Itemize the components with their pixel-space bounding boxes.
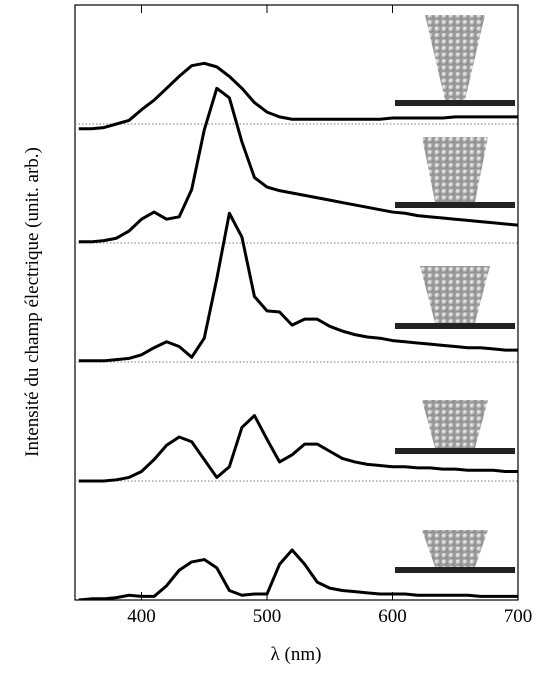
substrate bbox=[395, 323, 515, 329]
substrate bbox=[395, 202, 515, 208]
nanostructure bbox=[422, 137, 488, 202]
plot-frame bbox=[74, 4, 519, 601]
nanostructure bbox=[420, 266, 490, 323]
nanostructure bbox=[425, 15, 485, 100]
insets bbox=[395, 15, 515, 573]
spectrum-line bbox=[78, 211, 518, 363]
x-tick-label: 400 bbox=[127, 606, 156, 627]
spectrum-line bbox=[78, 548, 518, 600]
substrate bbox=[395, 567, 515, 573]
nanostructure bbox=[422, 530, 488, 567]
substrate bbox=[395, 100, 515, 106]
spectrum-line bbox=[78, 414, 518, 483]
nanostructure bbox=[422, 400, 488, 448]
x-tick-label: 600 bbox=[378, 606, 407, 627]
y-axis-label: Intensité du champ électrique (unit. arb… bbox=[22, 147, 43, 457]
spectrum-line bbox=[78, 86, 518, 244]
substrate bbox=[395, 448, 515, 454]
x-tick-label: 500 bbox=[253, 606, 282, 627]
x-tick-label: 700 bbox=[504, 606, 533, 627]
spectrum-line bbox=[78, 61, 518, 131]
x-axis-label: λ (nm) bbox=[271, 644, 322, 665]
